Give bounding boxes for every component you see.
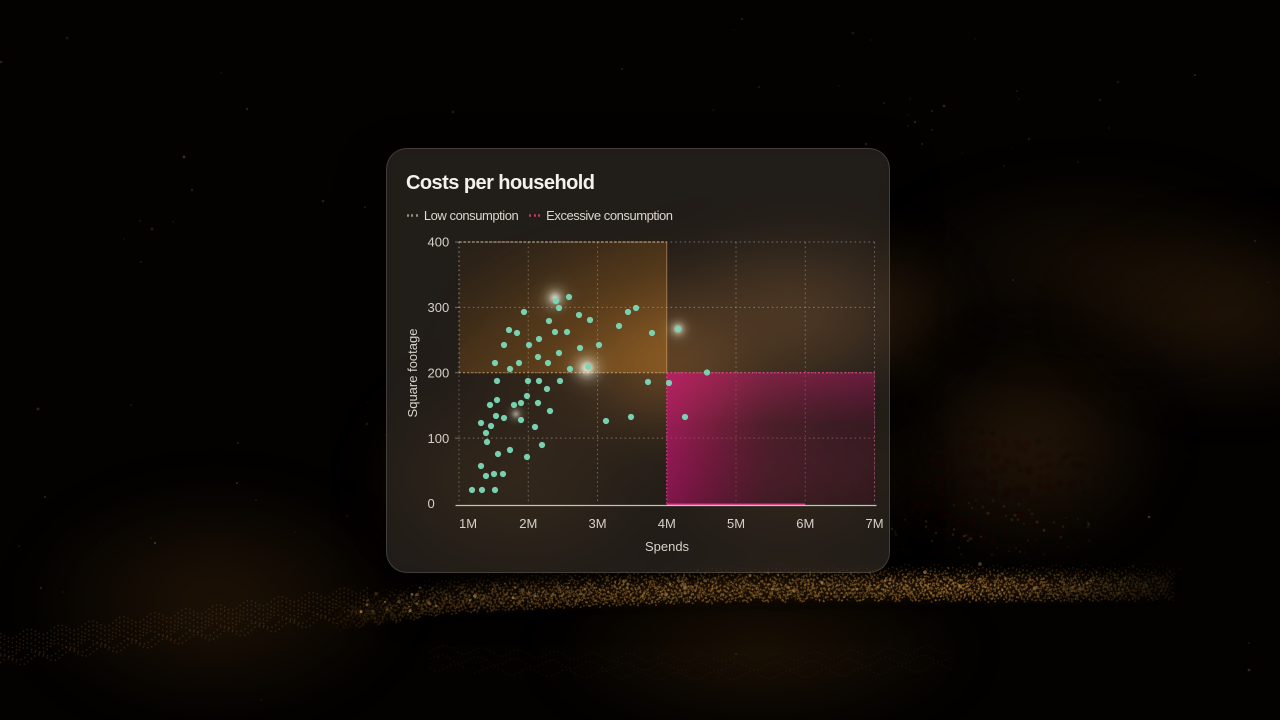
svg-text:0: 0 [428, 496, 435, 511]
svg-text:300: 300 [428, 300, 450, 315]
svg-text:Square footage: Square footage [405, 329, 420, 418]
svg-text:7M: 7M [865, 516, 883, 531]
svg-text:100: 100 [428, 431, 450, 446]
svg-text:1M: 1M [459, 516, 477, 531]
svg-text:3M: 3M [588, 516, 606, 531]
svg-text:400: 400 [428, 235, 450, 250]
svg-text:6M: 6M [796, 516, 814, 531]
svg-text:2M: 2M [519, 516, 537, 531]
svg-text:4M: 4M [658, 516, 676, 531]
svg-text:5M: 5M [727, 516, 745, 531]
svg-text:Spends: Spends [645, 539, 690, 554]
svg-text:200: 200 [428, 365, 450, 380]
